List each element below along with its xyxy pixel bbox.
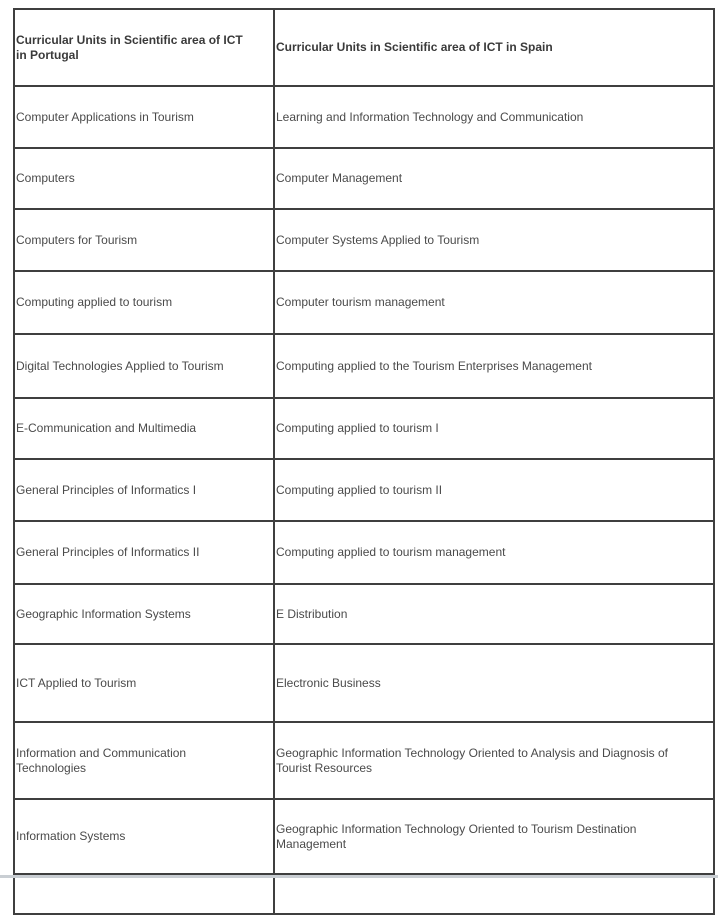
table-row-partial: [13, 873, 715, 915]
cell-spain: Computer tourism management: [273, 270, 715, 335]
header-row: Curricular Units in Scientific area of I…: [13, 8, 715, 87]
cell-portugal: Computer Applications in Tourism: [13, 85, 275, 149]
comparison-table: Curricular Units in Scientific area of I…: [13, 8, 715, 915]
cell-portugal: Digital Technologies Applied to Tourism: [13, 333, 275, 399]
cell-portugal: Computers for Tourism: [13, 208, 275, 272]
table-row: General Principles of Informatics I Comp…: [13, 458, 715, 522]
cell-spain: Computing applied to tourism management: [273, 520, 715, 585]
table-row: Geographic Information Systems E Distrib…: [13, 583, 715, 645]
table-row: Computing applied to tourism Computer to…: [13, 270, 715, 335]
cell-portugal: Information and Communication Technologi…: [13, 721, 275, 800]
cell-portugal: ICT Applied to Tourism: [13, 643, 275, 723]
cell-spain: Geographic Information Technology Orient…: [273, 798, 715, 875]
table-row: Computers for Tourism Computer Systems A…: [13, 208, 715, 272]
cell-spain: Geographic Information Technology Orient…: [273, 721, 715, 800]
header-cell-spain: Curricular Units in Scientific area of I…: [273, 8, 715, 87]
cell-spain: Computing applied to the Tourism Enterpr…: [273, 333, 715, 399]
cell-portugal: Information Systems: [13, 798, 275, 875]
cell-spain: Computing applied to tourism I: [273, 397, 715, 460]
cell-spain: Computing applied to tourism II: [273, 458, 715, 522]
table-row: Computers Computer Management: [13, 147, 715, 210]
header-cell-portugal: Curricular Units in Scientific area of I…: [13, 8, 275, 87]
table-row: Computer Applications in Tourism Learnin…: [13, 85, 715, 149]
table-row: General Principles of Informatics II Com…: [13, 520, 715, 585]
cell-portugal: [13, 873, 275, 915]
cell-spain: [273, 873, 715, 915]
cell-portugal: Geographic Information Systems: [13, 583, 275, 645]
cell-portugal: General Principles of Informatics I: [13, 458, 275, 522]
cell-portugal: Computers: [13, 147, 275, 210]
cell-spain: Electronic Business: [273, 643, 715, 723]
cell-spain: E Distribution: [273, 583, 715, 645]
table-row: Digital Technologies Applied to Tourism …: [13, 333, 715, 399]
cell-portugal: Computing applied to tourism: [13, 270, 275, 335]
table-row: E-Communication and Multimedia Computing…: [13, 397, 715, 460]
table-row: Information and Communication Technologi…: [13, 721, 715, 800]
window-edge-strip: [0, 875, 718, 878]
table-row: ICT Applied to Tourism Electronic Busine…: [13, 643, 715, 723]
cell-spain: Computer Management: [273, 147, 715, 210]
cell-portugal: E-Communication and Multimedia: [13, 397, 275, 460]
cell-portugal: General Principles of Informatics II: [13, 520, 275, 585]
cell-spain: Computer Systems Applied to Tourism: [273, 208, 715, 272]
cell-spain: Learning and Information Technology and …: [273, 85, 715, 149]
table-row: Information Systems Geographic Informati…: [13, 798, 715, 875]
